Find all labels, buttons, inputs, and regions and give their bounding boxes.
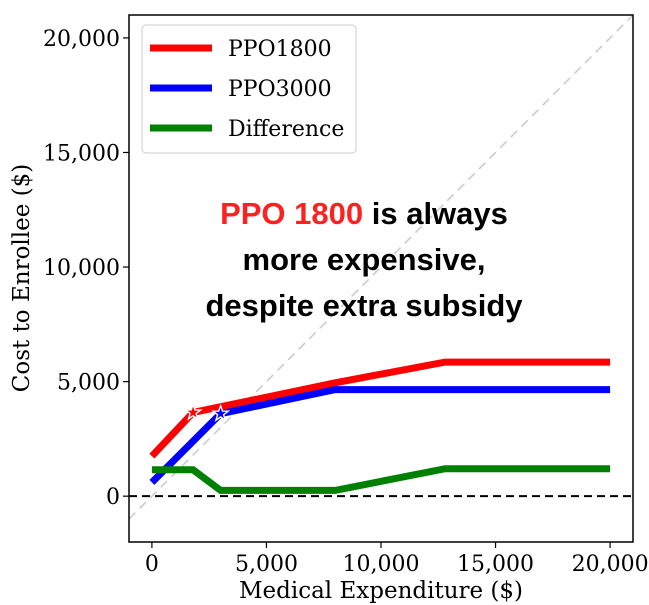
y-tick-label: 5,000 (57, 371, 120, 396)
x-tick-label: 0 (145, 552, 159, 577)
series-lines (149, 358, 611, 494)
annotation-line-1-rest: is always (363, 196, 508, 231)
x-axis-ticks: 0 5,000 10,000 15,000 20,000 (145, 542, 649, 577)
x-tick-label: 15,000 (457, 552, 534, 577)
y-axis-ticks: 0 5,000 10,000 15,000 20,000 (43, 27, 129, 510)
series-line-difference (151, 465, 611, 494)
legend: PPO1800 PPO3000 Difference (141, 24, 357, 154)
legend-entries: PPO1800 PPO3000 Difference (150, 37, 344, 142)
annotation: PPO 1800 is always more expensive, despi… (205, 196, 523, 323)
y-tick-label: 15,000 (43, 141, 120, 166)
legend-box (141, 24, 357, 154)
annotation-line-3: despite extra subsidy (205, 288, 523, 323)
x-tick-label: 10,000 (343, 552, 420, 577)
annotation-line-1: PPO 1800 is always (220, 196, 508, 231)
legend-label-difference: Difference (228, 117, 344, 142)
series-line-ppo1800 (149, 358, 611, 459)
legend-label-ppo1800: PPO1800 (228, 37, 332, 62)
annotation-line-2: more expensive, (243, 242, 486, 277)
y-tick-label: 10,000 (43, 256, 120, 281)
x-tick-label: 5,000 (235, 552, 298, 577)
y-axis-label: Cost to Enrollee ($) (9, 164, 35, 392)
reference-lines (129, 15, 633, 520)
y-tick-label: 0 (106, 485, 120, 510)
x-tick-label: 20,000 (572, 552, 649, 577)
series-line-ppo3000 (149, 386, 611, 485)
x-axis-label: Medical Expenditure ($) (239, 578, 523, 604)
legend-label-ppo3000: PPO3000 (228, 77, 332, 102)
y-tick-label: 20,000 (43, 27, 120, 52)
annotation-highlight: PPO 1800 (220, 196, 363, 231)
